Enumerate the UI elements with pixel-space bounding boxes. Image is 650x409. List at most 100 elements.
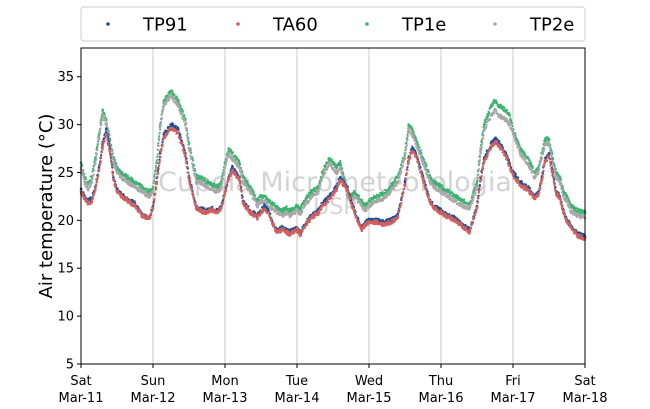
point-TP2e-dense	[194, 175, 197, 178]
point-TA60-dense	[187, 175, 190, 178]
point-TA60-dense	[156, 176, 159, 179]
point-TA60-dense	[181, 144, 184, 147]
point-TP2e-dense	[389, 192, 392, 195]
point-TP2e-dense	[160, 116, 164, 120]
point-TP2e-dense	[434, 186, 438, 190]
point-TP2e-dense	[324, 171, 327, 174]
point-TP2e-dense	[219, 189, 222, 192]
point-TP2e-dense	[547, 141, 550, 145]
point-TP2e-dense	[140, 188, 143, 191]
point-TA60-dense	[161, 143, 164, 146]
legend-marker-TA60	[236, 22, 240, 26]
point-TP2e-dense	[187, 143, 190, 146]
point-TP1e-dense	[414, 135, 417, 138]
point-TP1e-dense	[220, 180, 223, 183]
point-TP1e-dense	[80, 164, 84, 167]
point-TP1e-dense	[496, 101, 499, 104]
point-TP2e-dense	[99, 127, 102, 130]
point-TP2e-dense	[407, 131, 410, 135]
point-TP1e-dense	[295, 203, 298, 206]
point-TP1e-dense	[235, 155, 238, 159]
point-TA60-dense	[161, 139, 165, 142]
point-TA60-dense	[186, 171, 190, 174]
point-TP1e-dense	[523, 151, 526, 155]
point-TP2e-dense	[400, 170, 403, 173]
point-TP1e-dense	[254, 194, 257, 197]
point-TA60-dense	[191, 194, 195, 197]
point-TP2e-dense	[427, 177, 430, 180]
legend: TP91 TA60 TP1e TP2e	[80, 6, 586, 42]
point-TP2e-dense	[98, 132, 101, 136]
point-TP2e-dense	[405, 143, 408, 147]
point-TP2e-dense	[256, 206, 259, 209]
point-TP2e-dense	[223, 172, 226, 175]
point-TP1e-dense	[483, 125, 486, 128]
point-TP2e-dense	[178, 107, 181, 111]
point-TP1e-dense	[313, 187, 316, 190]
point-TP1e-dense	[559, 177, 562, 180]
point-TP2e-dense	[158, 137, 161, 140]
point-TP1e-dense	[246, 180, 249, 183]
point-TP2e-dense	[538, 167, 541, 171]
point-TP2e-dense	[95, 158, 98, 161]
point-TA60-dense	[100, 150, 103, 154]
point-TP1e-dense	[430, 178, 434, 181]
point-TP2e-dense	[124, 178, 127, 181]
point-TA60-dense	[111, 170, 114, 173]
point-TP1e-dense	[451, 191, 454, 194]
point-TA60-dense	[160, 148, 163, 151]
point-TP2e-dense	[184, 123, 187, 126]
point-TP2e-dense	[317, 192, 320, 195]
point-TA60-dense	[94, 185, 97, 188]
point-TP2e-dense	[485, 125, 488, 128]
point-TP1e-dense	[210, 181, 213, 184]
point-TP2e-dense	[105, 122, 108, 125]
point-TA60-dense	[113, 179, 116, 182]
point-TP1e-dense	[505, 110, 508, 113]
point-TP2e-dense	[367, 207, 370, 210]
point-TP2e-dense	[157, 148, 160, 151]
point-TP2e-dense	[541, 157, 544, 160]
point-TA60-dense	[155, 187, 158, 190]
point-TA60-dense	[134, 204, 137, 207]
point-TP2e-dense	[120, 174, 123, 178]
point-TP2e-dense	[537, 171, 540, 174]
point-TP1e-dense	[97, 134, 101, 137]
point-TP2e-dense	[156, 158, 159, 162]
point-TP2e-dense	[159, 127, 162, 130]
point-TP1e-dense	[268, 201, 271, 204]
point-TP1e-dense	[127, 174, 130, 178]
point-TA60-dense	[110, 162, 113, 165]
point-TP2e-dense	[150, 194, 153, 197]
point-TP1e-dense	[194, 169, 197, 172]
point-TA60-dense	[164, 136, 167, 139]
point-TA60-dense	[196, 207, 200, 210]
point-TP2e-dense	[192, 167, 195, 170]
point-TP1e-dense	[341, 171, 345, 174]
point-TP91-dense	[133, 200, 136, 203]
point-TP1e-dense	[175, 95, 178, 98]
point-TP2e-dense	[85, 183, 88, 186]
point-TA60-dense	[111, 172, 114, 175]
point-TP2e-dense	[482, 136, 485, 139]
point-TP1e-dense	[101, 108, 105, 111]
point-TP1e-dense	[186, 132, 189, 135]
point-TP2e-dense	[98, 137, 101, 140]
point-TP1e-dense	[508, 114, 511, 117]
point-TP2e-dense	[158, 131, 161, 134]
point-TP2e-dense	[91, 177, 94, 180]
point-TA60-dense	[97, 174, 100, 177]
point-TA60-dense	[190, 189, 193, 192]
point-TA60-dense	[106, 138, 109, 141]
point-TA60-dense	[107, 143, 110, 146]
point-TP1e-dense	[462, 198, 466, 201]
point-TP2e-dense	[489, 118, 492, 121]
point-TP2e-dense	[191, 162, 194, 165]
point-TP1e-dense	[152, 179, 156, 182]
point-TP2e-dense	[82, 176, 85, 179]
point-TA60-dense	[119, 192, 122, 195]
point-TA60-dense	[103, 139, 106, 143]
point-TP1e-dense	[548, 138, 551, 141]
point-TP2e-dense	[417, 149, 420, 152]
point-TP1e-dense	[243, 177, 246, 180]
